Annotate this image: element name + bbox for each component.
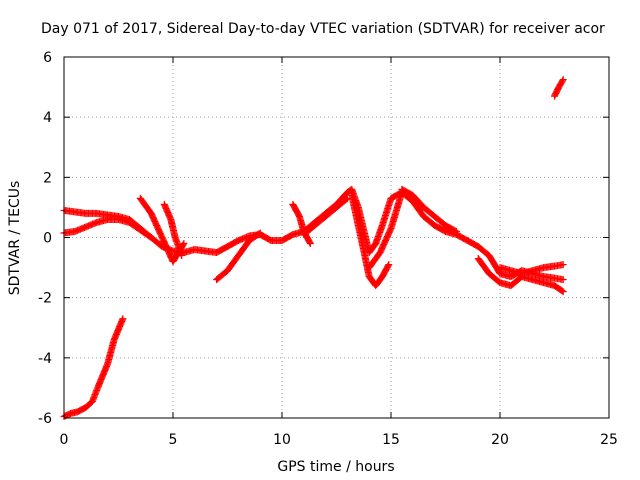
y-tick-label: -4 xyxy=(38,351,52,367)
data-point xyxy=(559,276,567,284)
y-tick-label: -2 xyxy=(38,291,52,307)
data-point xyxy=(255,230,263,238)
data-point xyxy=(306,238,314,246)
data-point xyxy=(558,77,566,85)
data-point xyxy=(559,288,567,296)
x-tick-label: 25 xyxy=(600,432,618,448)
data-point xyxy=(146,233,154,241)
data-point xyxy=(256,229,264,237)
x-tick-label: 15 xyxy=(382,432,400,448)
data-points xyxy=(60,76,567,420)
x-axis-label: GPS time / hours xyxy=(277,459,394,475)
grid xyxy=(64,57,609,418)
data-point xyxy=(119,315,127,323)
data-point xyxy=(178,252,186,260)
y-tick-label: 2 xyxy=(43,170,52,186)
data-point xyxy=(180,240,188,248)
y-tick-label: 6 xyxy=(43,50,52,66)
data-point xyxy=(342,195,350,203)
x-tick-label: 20 xyxy=(491,432,509,448)
x-tick-label: 10 xyxy=(273,432,291,448)
data-point xyxy=(559,261,567,269)
x-tick-label: 5 xyxy=(169,432,178,448)
data-point xyxy=(558,287,566,295)
data-point xyxy=(559,76,567,84)
axes: 0 5 10 15 20 25 -6 -4 -2 0 2 4 6 xyxy=(38,50,618,448)
y-tick-label: 4 xyxy=(43,110,52,126)
y-axis-label: SDTVAR / TECUs xyxy=(7,181,23,296)
chart-title: Day 071 of 2017, Sidereal Day-to-day VTE… xyxy=(41,21,605,37)
x-tick-label: 0 xyxy=(60,432,69,448)
data-point xyxy=(385,261,393,269)
data-point xyxy=(306,240,314,248)
data-point xyxy=(452,227,460,235)
y-tick-label: 0 xyxy=(43,231,52,247)
y-tick-label: -6 xyxy=(38,411,52,427)
data-point xyxy=(384,262,392,270)
data-point xyxy=(147,234,155,241)
data-point xyxy=(451,227,459,235)
